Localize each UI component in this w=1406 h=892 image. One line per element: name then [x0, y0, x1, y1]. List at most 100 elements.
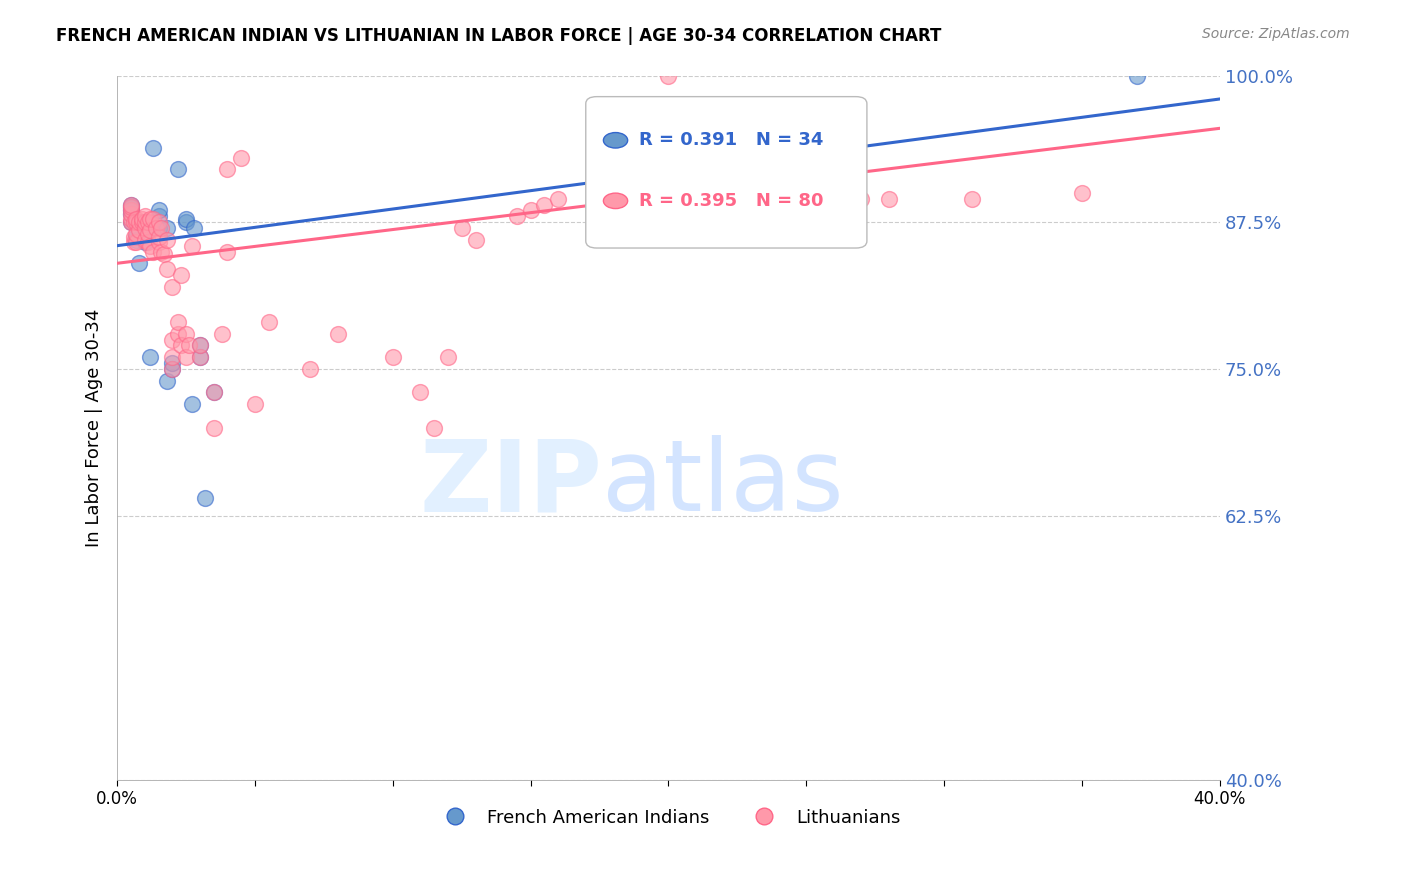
Point: [142, 244, 165, 259]
Point: [120, 211, 142, 226]
Point: [169, 268, 191, 282]
Point: [148, 215, 170, 229]
Point: [122, 215, 145, 229]
Point: [299, 362, 322, 376]
Point: [877, 192, 900, 206]
Point: [148, 230, 170, 244]
Point: [150, 221, 173, 235]
Point: [437, 350, 460, 364]
Text: R = 0.395   N = 80: R = 0.395 N = 80: [638, 192, 823, 210]
Point: [128, 215, 150, 229]
Y-axis label: In Labor Force | Age 30-34: In Labor Force | Age 30-34: [86, 309, 103, 547]
Point: [156, 262, 179, 277]
Point: [166, 162, 188, 177]
Point: [136, 215, 159, 229]
Point: [156, 221, 179, 235]
Text: R = 0.391   N = 34: R = 0.391 N = 34: [638, 131, 823, 149]
Point: [122, 235, 145, 249]
Point: [120, 207, 142, 221]
Point: [125, 233, 148, 247]
Point: [148, 210, 170, 224]
Point: [685, 197, 707, 211]
Point: [125, 215, 148, 229]
Point: [134, 210, 156, 224]
Point: [851, 192, 873, 206]
Point: [423, 420, 446, 434]
Point: [120, 215, 142, 229]
Point: [174, 326, 197, 341]
Point: [960, 192, 983, 206]
Circle shape: [603, 133, 627, 148]
Point: [257, 315, 280, 329]
Point: [177, 338, 200, 352]
Point: [506, 210, 529, 224]
Point: [156, 233, 179, 247]
Point: [120, 207, 142, 221]
Point: [188, 350, 211, 364]
Text: Source: ZipAtlas.com: Source: ZipAtlas.com: [1202, 27, 1350, 41]
Point: [128, 223, 150, 237]
Point: [125, 227, 148, 241]
Point: [120, 200, 142, 214]
Point: [125, 235, 148, 249]
Point: [450, 221, 472, 235]
Point: [194, 491, 217, 505]
Point: [202, 420, 225, 434]
Point: [125, 211, 148, 226]
Point: [148, 221, 170, 235]
Point: [162, 362, 184, 376]
Text: ZIP: ZIP: [419, 435, 602, 533]
Point: [120, 197, 142, 211]
Point: [120, 203, 142, 218]
Point: [139, 221, 162, 235]
Point: [169, 338, 191, 352]
Point: [188, 338, 211, 352]
Point: [174, 350, 197, 364]
Point: [145, 221, 167, 235]
Point: [134, 235, 156, 249]
Point: [120, 203, 142, 218]
Point: [134, 221, 156, 235]
Point: [134, 215, 156, 229]
Point: [243, 397, 266, 411]
Point: [162, 350, 184, 364]
Point: [1070, 186, 1092, 200]
Point: [180, 397, 202, 411]
Point: [122, 230, 145, 244]
Point: [231, 151, 253, 165]
Point: [409, 385, 432, 400]
Point: [139, 350, 162, 364]
Circle shape: [603, 193, 627, 209]
Point: [148, 203, 170, 218]
Point: [217, 162, 239, 177]
Point: [211, 326, 233, 341]
Point: [131, 215, 153, 229]
Point: [139, 223, 162, 237]
Point: [128, 256, 150, 270]
Point: [519, 203, 541, 218]
Point: [740, 210, 762, 224]
Point: [142, 141, 165, 155]
Point: [134, 215, 156, 229]
Point: [202, 385, 225, 400]
Point: [794, 186, 817, 200]
Point: [657, 221, 679, 235]
Point: [128, 215, 150, 229]
Legend: French American Indians, Lithuanians: French American Indians, Lithuanians: [429, 802, 908, 834]
Point: [156, 374, 179, 388]
Point: [136, 227, 159, 241]
Point: [202, 385, 225, 400]
Point: [188, 350, 211, 364]
Point: [120, 200, 142, 214]
FancyBboxPatch shape: [586, 96, 868, 248]
Point: [217, 244, 239, 259]
Point: [162, 333, 184, 347]
Point: [183, 221, 205, 235]
Point: [136, 235, 159, 249]
Point: [174, 215, 197, 229]
Point: [139, 238, 162, 252]
Point: [671, 210, 693, 224]
Point: [131, 211, 153, 226]
Point: [120, 215, 142, 229]
Point: [139, 211, 162, 226]
